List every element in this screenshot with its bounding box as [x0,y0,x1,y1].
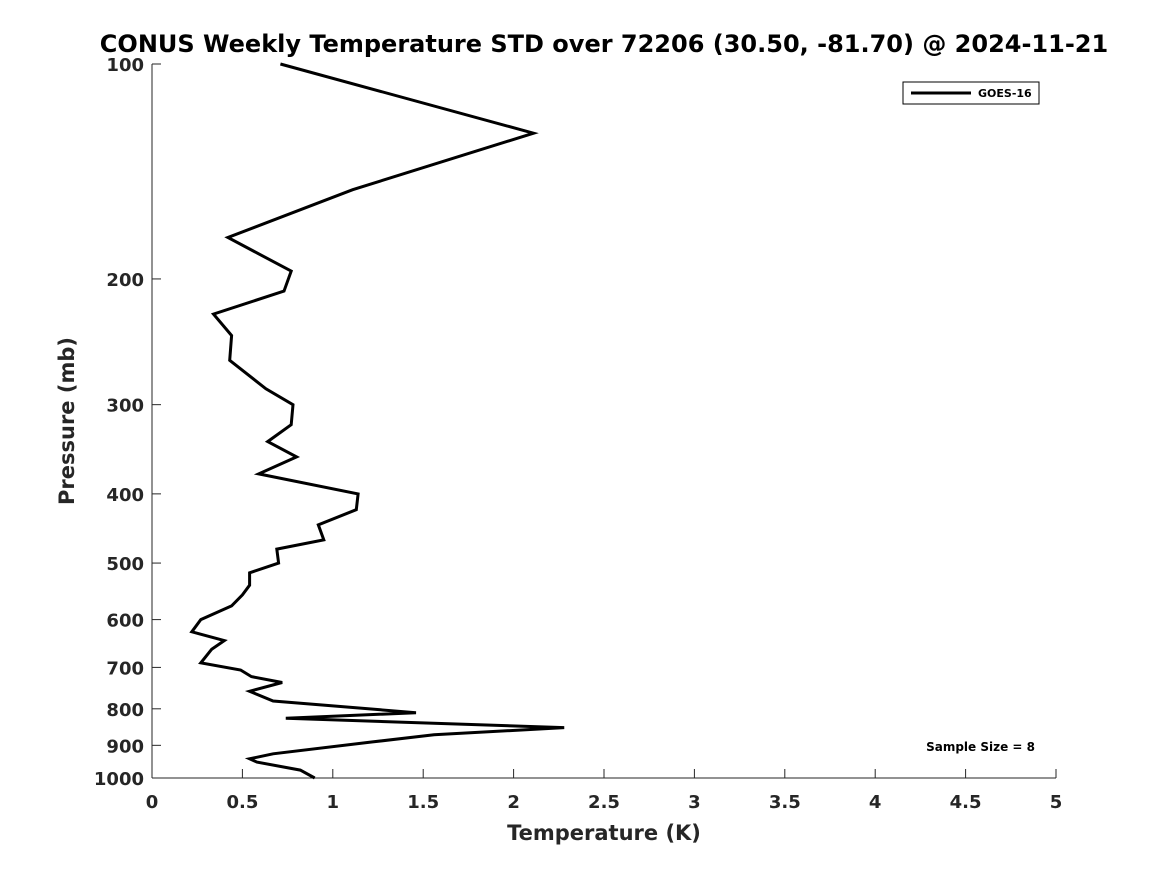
x-tick-label: 5 [1050,792,1063,813]
x-tick-label: 0.5 [226,792,258,813]
y-tick-label: 300 [106,396,144,417]
x-tick-label: 1.5 [407,792,439,813]
data-series [189,62,565,780]
series-line-goes-16 [189,62,565,780]
x-tick-label: 4.5 [950,792,982,813]
y-tick-label: 800 [106,700,144,721]
chart-title: CONUS Weekly Temperature STD over 72206 … [100,30,1108,58]
y-axis-ticks: 100 200 300 400 500 600 700 800 900 1000 [94,55,161,790]
y-tick-label: 1000 [94,769,144,790]
legend-label-goes-16: GOES-16 [978,87,1032,100]
y-tick-label: 400 [106,485,144,506]
x-axis-label: Temperature (K) [507,821,701,845]
x-tick-label: 1 [327,792,340,813]
y-tick-label: 100 [106,55,144,76]
y-axis-label: Pressure (mb) [55,337,79,505]
legend: GOES-16 [902,81,1040,105]
x-tick-label: 0 [146,792,159,813]
x-tick-label: 2 [507,792,520,813]
x-tick-label: 3.5 [769,792,801,813]
x-tick-label: 4 [869,792,882,813]
x-tick-label: 2.5 [588,792,620,813]
y-tick-label: 700 [106,658,144,679]
x-tick-label: 3 [688,792,701,813]
y-tick-label: 500 [106,554,144,575]
x-axis-ticks: 0 0.5 1 1.5 2 2.5 3 3.5 4 4.5 5 [146,769,1063,813]
sample-size-annotation: Sample Size = 8 [926,740,1035,754]
y-tick-label: 200 [106,270,144,291]
y-tick-label: 900 [106,736,144,757]
y-tick-label: 600 [106,611,144,632]
